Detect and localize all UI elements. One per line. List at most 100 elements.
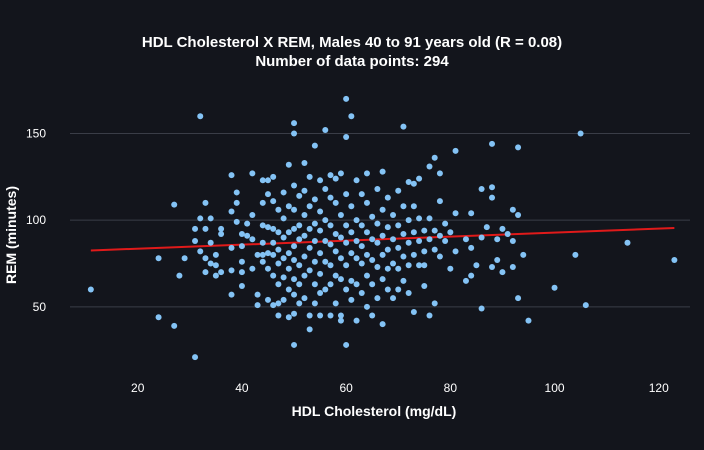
- data-point: [421, 248, 428, 255]
- data-point: [270, 251, 277, 258]
- data-point: [192, 354, 199, 361]
- data-point: [238, 258, 245, 265]
- data-point: [405, 217, 412, 224]
- data-point: [327, 281, 334, 288]
- data-point: [291, 130, 298, 137]
- data-point: [311, 300, 318, 307]
- data-point: [212, 272, 219, 279]
- data-point: [353, 217, 360, 224]
- data-point: [280, 189, 287, 196]
- data-point: [270, 302, 277, 309]
- data-point: [379, 206, 386, 213]
- data-point: [478, 234, 485, 241]
- grid-lines: [70, 133, 690, 308]
- data-point: [301, 211, 308, 218]
- data-point: [327, 262, 334, 269]
- data-point: [322, 258, 329, 265]
- data-point: [228, 208, 235, 215]
- data-point: [390, 295, 397, 302]
- data-point: [410, 309, 417, 316]
- data-point: [202, 225, 209, 232]
- data-point: [374, 185, 381, 192]
- data-point: [369, 257, 376, 264]
- data-point: [384, 194, 391, 201]
- data-point: [296, 262, 303, 269]
- data-point: [311, 196, 318, 203]
- data-point: [291, 206, 298, 213]
- data-point: [582, 302, 589, 309]
- data-point: [520, 251, 527, 258]
- data-point: [207, 239, 214, 246]
- data-point: [468, 244, 475, 251]
- data-point: [348, 296, 355, 303]
- data-point: [291, 120, 298, 127]
- x-axis-label: HDL Cholesterol (mg/dL): [292, 403, 457, 419]
- data-point: [353, 281, 360, 288]
- data-point: [311, 142, 318, 149]
- data-point: [327, 241, 334, 248]
- data-point: [509, 206, 516, 213]
- data-point: [264, 296, 271, 303]
- data-point: [363, 170, 370, 177]
- data-point: [452, 147, 459, 154]
- data-point: [353, 177, 360, 184]
- data-point: [311, 258, 318, 265]
- data-point: [337, 170, 344, 177]
- data-point: [238, 243, 245, 250]
- data-point: [405, 239, 412, 246]
- data-point: [327, 222, 334, 229]
- data-point: [468, 210, 475, 217]
- data-point: [280, 274, 287, 281]
- data-point: [327, 194, 334, 201]
- data-point: [249, 211, 256, 218]
- data-point: [322, 127, 329, 134]
- data-point: [405, 179, 412, 186]
- data-point: [369, 236, 376, 243]
- data-point: [462, 236, 469, 243]
- data-point: [400, 123, 407, 130]
- data-point: [421, 283, 428, 290]
- data-point: [285, 161, 292, 168]
- chart-title: HDL Cholesterol X REM, Males 40 to 91 ye…: [142, 34, 562, 51]
- data-point: [207, 215, 214, 222]
- data-point: [259, 222, 266, 229]
- data-point: [259, 199, 266, 206]
- data-point: [306, 267, 313, 274]
- data-point: [337, 211, 344, 218]
- data-point: [322, 185, 329, 192]
- data-point: [291, 182, 298, 189]
- data-point: [301, 159, 308, 166]
- data-point: [337, 317, 344, 324]
- data-point: [395, 244, 402, 251]
- data-point: [337, 255, 344, 262]
- data-point: [238, 269, 245, 276]
- data-point: [285, 203, 292, 210]
- data-point: [483, 224, 490, 231]
- data-point: [499, 269, 506, 276]
- data-point: [291, 257, 298, 264]
- data-point: [400, 253, 407, 260]
- data-point: [291, 310, 298, 317]
- data-point: [426, 236, 433, 243]
- data-point: [233, 189, 240, 196]
- y-tick-label: 150: [26, 127, 46, 141]
- data-point: [254, 302, 261, 309]
- data-point: [416, 262, 423, 269]
- data-point: [379, 232, 386, 239]
- data-point: [395, 286, 402, 293]
- data-point: [426, 312, 433, 319]
- data-point: [478, 185, 485, 192]
- data-point: [343, 286, 350, 293]
- data-point: [379, 168, 386, 175]
- data-point: [327, 172, 334, 179]
- data-point: [436, 170, 443, 177]
- data-point: [515, 295, 522, 302]
- data-point: [416, 237, 423, 244]
- data-point: [348, 229, 355, 236]
- data-point: [332, 231, 339, 238]
- data-point: [358, 222, 365, 229]
- data-point: [327, 312, 334, 319]
- data-point: [395, 222, 402, 229]
